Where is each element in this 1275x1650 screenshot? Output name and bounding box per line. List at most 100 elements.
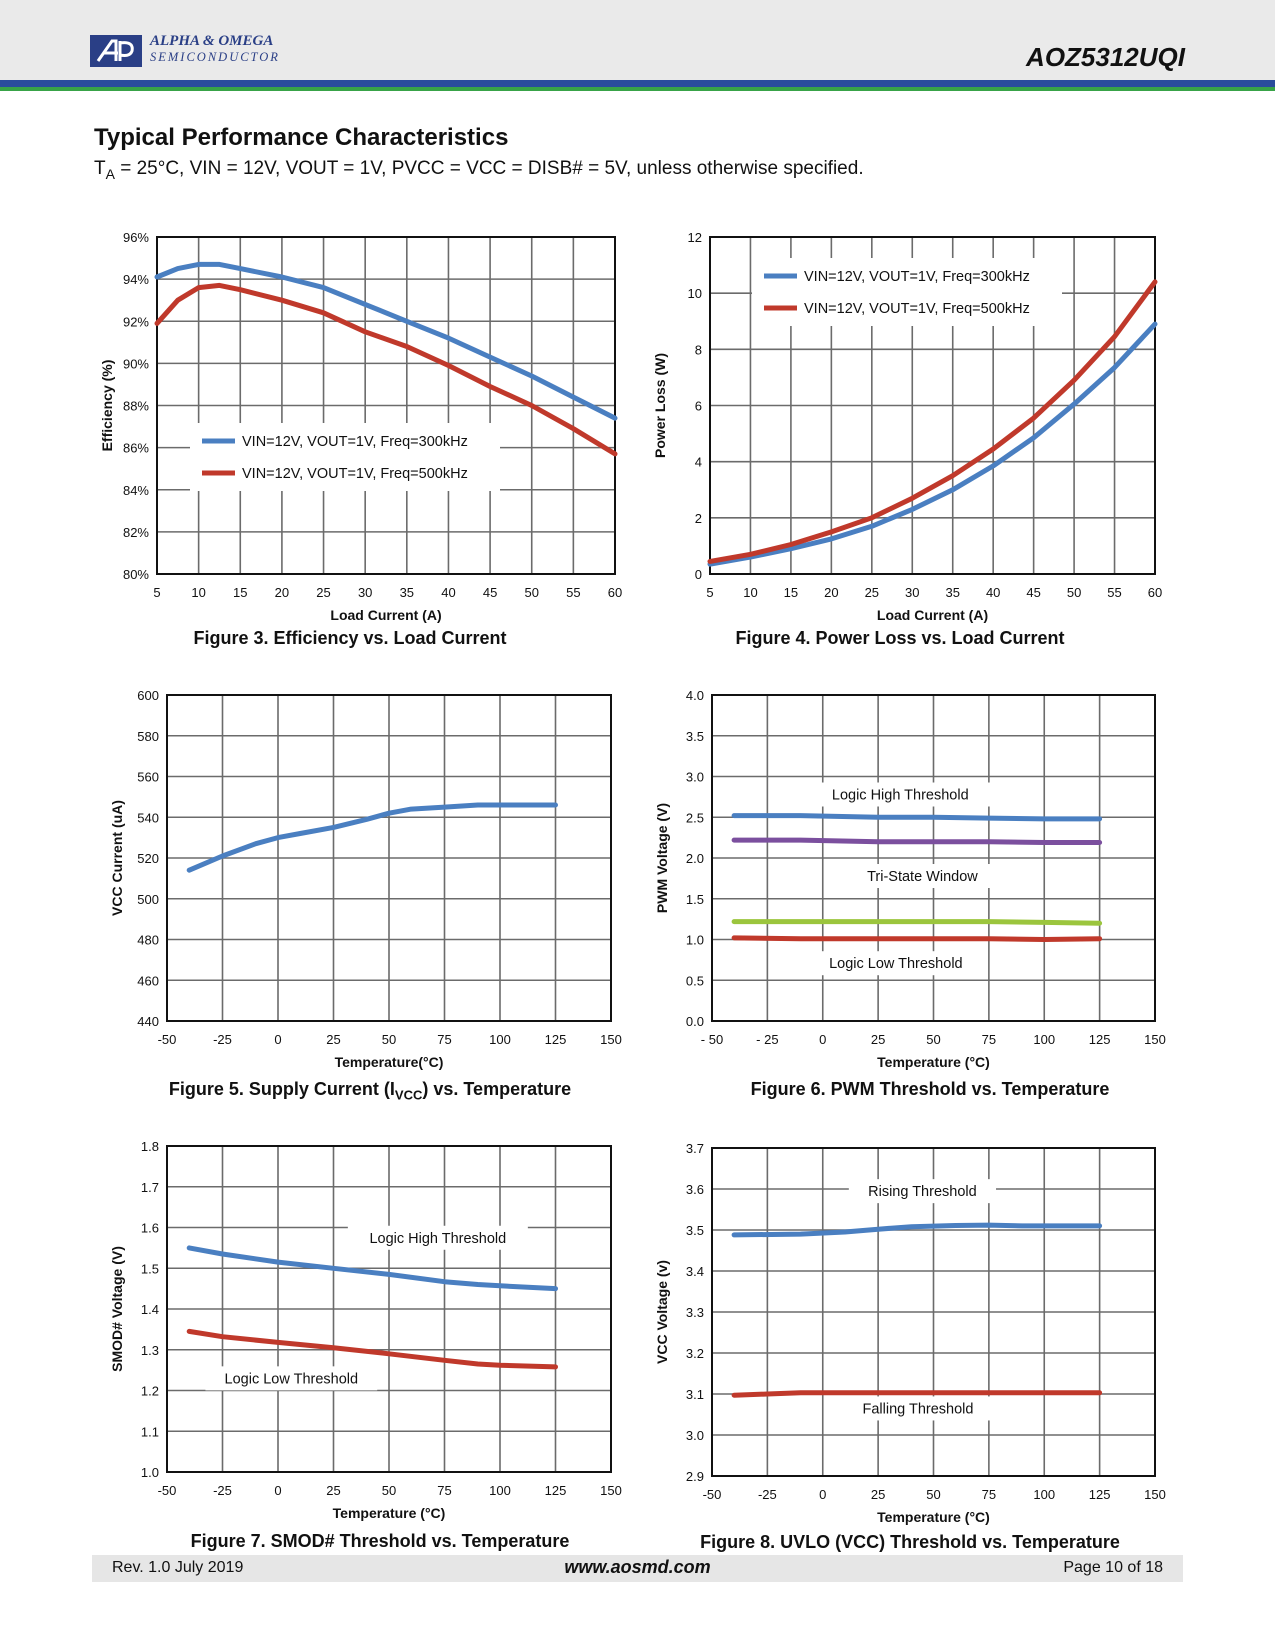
y-tick-label: 3.1	[686, 1387, 704, 1402]
annotation-label: Tri-State Window	[867, 869, 978, 885]
chart-4: 5 10 15 20 25 30 35 40 45 50 55 60 0 2 4 6 8 10 12 Load Cur…	[652, 230, 1162, 623]
x-tick-label: 50	[382, 1032, 396, 1047]
y-tick-label: 2.0	[686, 851, 704, 866]
x-tick-label: 25	[871, 1487, 885, 1502]
y-tick-label: 460	[137, 973, 159, 988]
x-tick-label: 10	[743, 585, 757, 600]
x-tick-label: -25	[213, 1032, 232, 1047]
x-tick-label: -50	[158, 1032, 177, 1047]
x-tick-label: 25	[316, 585, 330, 600]
x-tick-label: 50	[1067, 585, 1081, 600]
footer-website-link[interactable]: www.aosmd.com	[564, 1557, 711, 1577]
y-tick-label: 600	[137, 688, 159, 703]
figure-5-caption-pre: Figure 5. Supply Current (I	[168, 1079, 395, 1099]
x-tick-label: 125	[545, 1032, 567, 1047]
y-axis-title: VCC Voltage (v)	[654, 1260, 670, 1364]
y-tick-label: 88%	[123, 399, 149, 414]
legend-label: VIN=12V, VOUT=1V, Freq=500kHz	[242, 466, 468, 482]
y-tick-label: 8	[695, 342, 702, 357]
x-axis-title: Temperature(°C)	[335, 1054, 444, 1070]
x-tick-label: 35	[945, 585, 959, 600]
x-axis-title: Temperature (°C)	[877, 1054, 990, 1070]
x-tick-label: 75	[437, 1032, 451, 1047]
y-tick-label: 3.5	[686, 1223, 704, 1238]
x-tick-label: 15	[233, 585, 247, 600]
y-tick-label: 1.5	[686, 892, 704, 907]
footer-page-number: Page 10 of 18	[1063, 1559, 1163, 1576]
y-tick-label: 1.7	[141, 1180, 159, 1195]
x-tick-label: 25	[326, 1032, 340, 1047]
y-tick-label: 480	[137, 933, 159, 948]
y-tick-label: 1.5	[141, 1261, 159, 1276]
footer-revision: Rev. 1.0 July 2019	[112, 1559, 244, 1576]
x-tick-label: 100	[1033, 1487, 1055, 1502]
y-tick-label: 3.6	[686, 1182, 704, 1197]
y-tick-label: 86%	[123, 441, 149, 456]
x-tick-label: 150	[600, 1483, 622, 1498]
series-line-2	[154, 282, 618, 457]
y-tick-label: 1.8	[141, 1139, 159, 1154]
y-tick-label: 2	[695, 511, 702, 526]
x-tick-label: 5	[153, 585, 160, 600]
y-tick-label: 96%	[123, 230, 149, 245]
x-tick-label: 100	[489, 1483, 511, 1498]
x-tick-label: 60	[1148, 585, 1162, 600]
x-tick-label: 150	[600, 1032, 622, 1047]
figure-4-caption: Figure 4. Power Loss vs. Load Current	[735, 628, 1065, 648]
y-tick-label: 1.0	[141, 1465, 159, 1480]
y-tick-label: 440	[137, 1014, 159, 1029]
figure-5-caption-post: ) vs. Temperature	[422, 1079, 572, 1099]
x-tick-label: 25	[326, 1483, 340, 1498]
plot-border	[166, 694, 612, 1022]
y-axis-title: PWM Voltage (V)	[654, 803, 670, 913]
y-axis-title: SMOD# Voltage (V)	[109, 1246, 125, 1372]
figure-6-caption: Figure 6. PWM Threshold vs. Temperature	[750, 1079, 1110, 1099]
y-tick-label: 1.6	[141, 1221, 159, 1236]
plot-border	[711, 1147, 1156, 1477]
figure-8-caption: Figure 8. UVLO (VCC) Threshold vs. Tempe…	[700, 1532, 1120, 1552]
annotation-label: Logic High Threshold	[832, 788, 969, 804]
x-tick-label: 40	[986, 585, 1000, 600]
x-tick-label: 25	[865, 585, 879, 600]
x-tick-label: 35	[400, 585, 414, 600]
series-line-2	[731, 837, 1103, 845]
figure-5-caption: Figure 5. Supply Current (IVCC) vs. Temp…	[150, 1079, 590, 1103]
y-tick-label: 90%	[123, 356, 149, 371]
x-tick-label: 0	[274, 1032, 281, 1047]
x-tick-label: -50	[158, 1483, 177, 1498]
x-tick-label: 55	[566, 585, 580, 600]
annotation-background	[848, 1179, 997, 1204]
y-tick-label: 560	[137, 770, 159, 785]
test-conditions: TA = 25°C, VIN = 12V, VOUT = 1V, PVCC = …	[94, 158, 864, 182]
conditions-subscript: A	[105, 165, 115, 182]
x-tick-label: 15	[784, 585, 798, 600]
series-line-2	[186, 1328, 558, 1370]
header-stripe-green	[0, 87, 1275, 91]
annotation-background	[205, 1366, 378, 1391]
part-number: AOZ5312UQI	[1026, 42, 1185, 72]
y-tick-label: 6	[695, 399, 702, 414]
plot-border	[166, 1145, 612, 1473]
annotation-background	[809, 951, 982, 976]
y-tick-label: 0	[695, 567, 702, 582]
conditions-rest: = 25°C, VIN = 12V, VOUT = 1V, PVCC = VCC…	[114, 158, 864, 179]
x-tick-label: 25	[871, 1032, 885, 1047]
conditions-ta: T	[94, 158, 106, 179]
x-tick-label: 150	[1144, 1032, 1166, 1047]
y-tick-label: 1.1	[141, 1424, 159, 1439]
chart-3: 5 10 15 20 25 30 35 40 45 50 55 60 80% 82% 84% 86% 88% 90…	[99, 230, 622, 623]
x-tick-label: 100	[1033, 1032, 1055, 1047]
annotation-background	[347, 1225, 528, 1250]
plot-border	[156, 236, 616, 575]
y-tick-label: 0.5	[686, 973, 704, 988]
x-tick-label: 125	[1089, 1032, 1111, 1047]
y-tick-label: 3.3	[686, 1305, 704, 1320]
legend-box	[190, 423, 500, 491]
annotation-label: Logic Low Threshold	[225, 1371, 359, 1387]
company-logo-icon	[90, 35, 142, 67]
y-tick-label: 540	[137, 810, 159, 825]
x-axis-title: Load Current (A)	[330, 607, 441, 623]
series-line-1	[186, 802, 558, 873]
figure-3-caption: Figure 3. Efficiency vs. Load Current	[193, 628, 507, 648]
x-tick-label: 75	[982, 1487, 996, 1502]
